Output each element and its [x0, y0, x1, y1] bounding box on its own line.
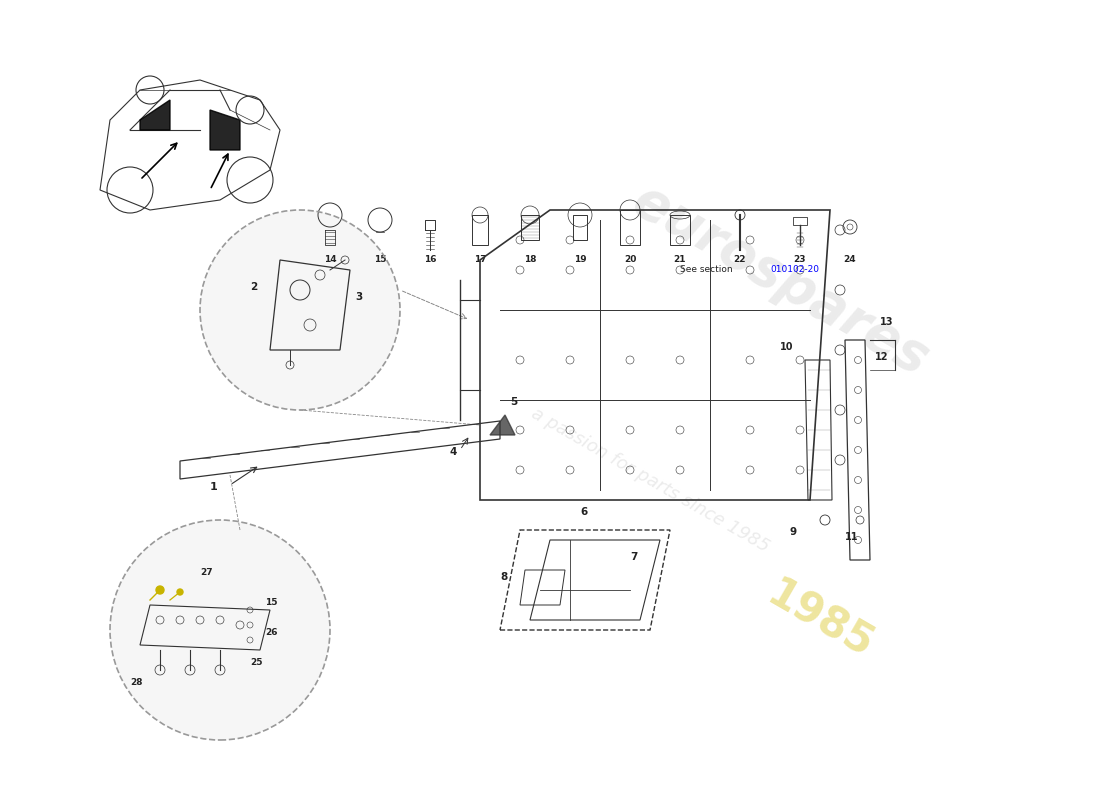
Text: 27: 27 — [200, 568, 212, 577]
Text: 010102-20: 010102-20 — [770, 266, 820, 274]
Circle shape — [200, 210, 400, 410]
Text: 5: 5 — [510, 397, 517, 407]
Text: 12: 12 — [874, 352, 889, 362]
Text: 11: 11 — [845, 532, 858, 542]
Polygon shape — [210, 110, 240, 150]
Circle shape — [177, 589, 183, 595]
Bar — [620, 210, 640, 245]
Text: 1985: 1985 — [759, 573, 881, 667]
Text: 18: 18 — [524, 255, 537, 265]
Bar — [793, 217, 807, 225]
Text: 3: 3 — [355, 292, 362, 302]
Text: See section: See section — [680, 266, 736, 274]
Text: 4: 4 — [450, 447, 458, 457]
Bar — [670, 215, 690, 245]
Text: 10: 10 — [780, 342, 793, 352]
Text: 20: 20 — [624, 255, 636, 265]
Text: 16: 16 — [424, 255, 437, 265]
Bar — [521, 215, 539, 240]
Text: 24: 24 — [844, 255, 856, 265]
Polygon shape — [490, 415, 515, 435]
Text: eurospares: eurospares — [623, 174, 937, 386]
Text: 23: 23 — [794, 255, 806, 265]
Bar — [573, 215, 587, 240]
Text: 19: 19 — [574, 255, 586, 265]
Bar — [472, 215, 488, 245]
Circle shape — [110, 520, 330, 740]
Text: 8: 8 — [500, 572, 507, 582]
Text: 17: 17 — [474, 255, 486, 265]
Text: 13: 13 — [880, 317, 893, 327]
Text: 15: 15 — [265, 598, 277, 607]
Circle shape — [156, 586, 164, 594]
Text: 7: 7 — [630, 552, 637, 562]
Polygon shape — [140, 100, 170, 130]
Text: 2: 2 — [250, 282, 257, 292]
Text: 21: 21 — [673, 255, 686, 265]
Text: 9: 9 — [790, 527, 798, 537]
Text: 15: 15 — [374, 255, 386, 265]
Text: 14: 14 — [323, 255, 337, 265]
Text: 25: 25 — [250, 658, 263, 667]
Text: 1: 1 — [210, 482, 218, 492]
Text: a passion for parts since 1985: a passion for parts since 1985 — [528, 404, 772, 556]
Text: 26: 26 — [265, 628, 277, 637]
Text: 28: 28 — [130, 678, 143, 687]
Text: 22: 22 — [734, 255, 746, 265]
Text: 6: 6 — [580, 507, 587, 517]
